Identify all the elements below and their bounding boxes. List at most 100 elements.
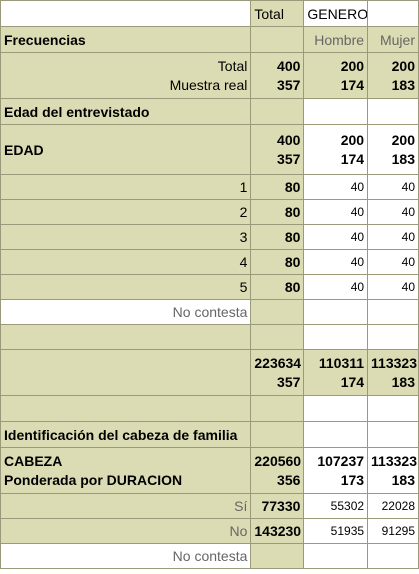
cabeza-total-real: 356 [277, 471, 301, 488]
edad-row-total[interactable]: 80 [250, 249, 305, 275]
edad-section-title[interactable]: Edad del entrevistado [0, 98, 252, 125]
table-row: 4 80 40 40 [0, 249, 419, 275]
cabeza-row-hombre[interactable]: 51935 [303, 518, 369, 544]
cabeza-labels[interactable]: CABEZA Ponderada por DURACION [0, 447, 252, 494]
edad-row-total[interactable]: 80 [250, 174, 305, 200]
cabeza-mujer-real: 183 [391, 471, 415, 488]
cabeza-section-title[interactable]: Identificación del cabeza de familia [0, 421, 252, 448]
cabeza-row-mujer[interactable]: 91295 [367, 518, 419, 544]
empty-cell[interactable] [367, 395, 419, 422]
empty-cell[interactable] [250, 324, 305, 350]
empty-cell[interactable] [367, 324, 419, 350]
cabeza-row-label[interactable]: No [0, 518, 252, 544]
sum-total-value: 223634 [254, 354, 302, 371]
totals-mujer-real: 183 [391, 76, 415, 93]
header-total[interactable]: Total [250, 0, 305, 27]
header-mujer[interactable]: Mujer [367, 26, 419, 53]
totals-label-muestra: Muestra real [169, 76, 248, 93]
totals-hombre-cell[interactable]: 200 174 [303, 52, 369, 99]
totals-mujer-cell[interactable]: 200 183 [367, 52, 419, 99]
sum-hombre-value: 110311 [318, 354, 365, 371]
edad-mujer-cell[interactable]: 200 183 [367, 124, 419, 175]
edad-label[interactable]: EDAD [0, 124, 252, 175]
no-contesta-total[interactable] [250, 299, 305, 325]
edad-section-hombre-cell[interactable] [303, 98, 369, 125]
edad-row-mujer[interactable]: 40 [367, 249, 419, 275]
cabeza-row-total[interactable]: 77330 [250, 493, 305, 519]
edad-total-cell[interactable]: 400 357 [250, 124, 305, 175]
cabeza-row-label[interactable]: Sí [0, 493, 252, 519]
header-empty-cell[interactable] [0, 0, 252, 27]
edad-row-label[interactable]: 5 [0, 274, 252, 300]
table-row: 3 80 40 40 [0, 224, 419, 250]
sum-total-cell[interactable]: 223634 357 [250, 349, 305, 396]
no-contesta-total-2[interactable] [250, 543, 305, 569]
header-empty-cell-2[interactable] [367, 0, 419, 27]
cabeza-section-total-cell[interactable] [250, 421, 305, 448]
sum-mujer-cell[interactable]: 113323 183 [367, 349, 419, 396]
sum-hombre-cell[interactable]: 110311 174 [303, 349, 369, 396]
frecuencias-total-cell[interactable] [250, 26, 305, 53]
frecuencias-label[interactable]: Frecuencias [0, 26, 252, 53]
totals-total-real: 357 [277, 76, 301, 93]
edad-row-label[interactable]: 4 [0, 249, 252, 275]
empty-cell[interactable] [303, 324, 369, 350]
edad-row-total[interactable]: 80 [250, 224, 305, 250]
no-contesta-mujer-2[interactable] [367, 543, 419, 569]
cabeza-row-mujer[interactable]: 22028 [367, 493, 419, 519]
empty-cell[interactable] [250, 395, 305, 422]
no-contesta-hombre-2[interactable] [303, 543, 369, 569]
cabeza-hombre-real: 173 [340, 471, 365, 488]
no-contesta-hombre[interactable] [303, 299, 369, 325]
sum-mujer-real: 183 [391, 373, 415, 390]
edad-row-mujer[interactable]: 40 [367, 199, 419, 225]
edad-mujer-real: 183 [391, 150, 415, 167]
edad-row-hombre[interactable]: 40 [303, 249, 369, 275]
cabeza-row-hombre[interactable]: 55302 [303, 493, 369, 519]
cabeza-hombre-cell[interactable]: 107237 173 [303, 447, 369, 494]
edad-row-total[interactable]: 80 [250, 274, 305, 300]
edad-hombre-cell[interactable]: 200 174 [303, 124, 369, 175]
empty-cell[interactable] [0, 324, 252, 350]
edad-row-hombre[interactable]: 40 [303, 274, 369, 300]
totals-total-cell[interactable]: 400 357 [250, 52, 305, 99]
cabeza-mujer-value: 113323 [371, 452, 417, 469]
no-contesta-label[interactable]: No contesta [0, 299, 252, 325]
cabeza-total-cell[interactable]: 220560 356 [250, 447, 305, 494]
cabeza-label: CABEZA [4, 452, 63, 469]
empty-cell[interactable] [0, 395, 252, 422]
edad-mujer-value: 200 [391, 131, 415, 148]
cabeza-section-hombre-cell[interactable] [303, 421, 369, 448]
edad-row-hombre[interactable]: 40 [303, 199, 369, 225]
edad-hombre-value: 200 [340, 131, 365, 148]
edad-section-mujer-cell[interactable] [367, 98, 419, 125]
edad-row-label[interactable]: 3 [0, 224, 252, 250]
cabeza-mujer-cell[interactable]: 113323 183 [367, 447, 419, 494]
header-hombre[interactable]: Hombre [303, 26, 369, 53]
no-contesta-label-2[interactable]: No contesta [0, 543, 252, 569]
edad-row-hombre[interactable]: 40 [303, 174, 369, 200]
totals-labels[interactable]: Total Muestra real [0, 52, 252, 99]
edad-section-total-cell[interactable] [250, 98, 305, 125]
totals-hombre-real: 174 [340, 76, 365, 93]
cabeza-section-mujer-cell[interactable] [367, 421, 419, 448]
edad-row-label[interactable]: 1 [0, 174, 252, 200]
edad-row-hombre[interactable]: 40 [303, 224, 369, 250]
edad-row-total[interactable]: 80 [250, 199, 305, 225]
edad-row-mujer[interactable]: 40 [367, 224, 419, 250]
cabeza-row-total[interactable]: 143230 [250, 518, 305, 544]
table-row: No 143230 51935 91295 [0, 518, 419, 544]
edad-row-mujer[interactable]: 40 [367, 174, 419, 200]
edad-row-mujer[interactable]: 40 [367, 274, 419, 300]
cabeza-weight-label: Ponderada por DURACION [4, 471, 183, 488]
empty-cell[interactable] [303, 395, 369, 422]
no-contesta-mujer[interactable] [367, 299, 419, 325]
sum-mujer-value: 113323 [371, 354, 417, 371]
sum-total-real: 357 [277, 373, 301, 390]
sum-label-cell[interactable] [0, 349, 252, 396]
table-row: 5 80 40 40 [0, 274, 419, 300]
sum-hombre-real: 174 [340, 373, 365, 390]
edad-row-label[interactable]: 2 [0, 199, 252, 225]
header-genero[interactable]: GENERO [303, 0, 369, 27]
